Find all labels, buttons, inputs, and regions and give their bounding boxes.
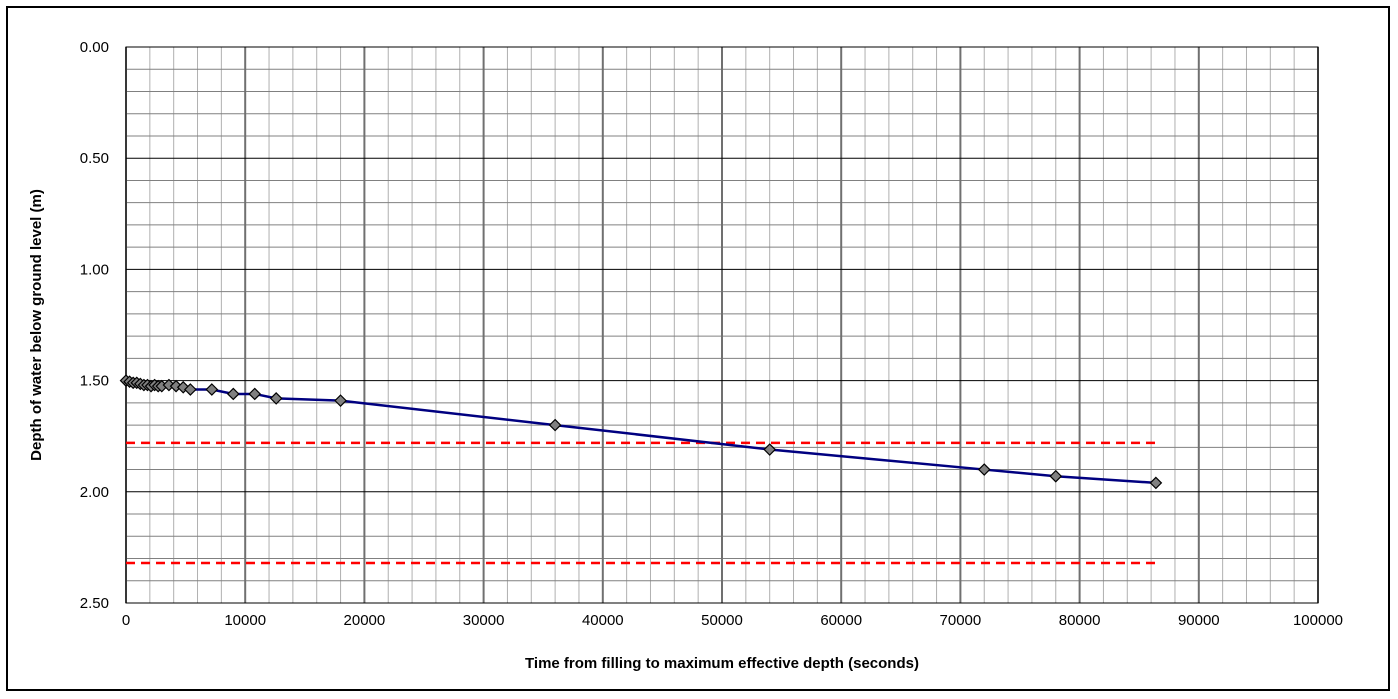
x-tick-label: 40000: [582, 612, 624, 629]
reference-lines: [126, 441, 1156, 565]
data-point: [184, 383, 197, 396]
x-tick-label: 0: [122, 612, 130, 629]
x-tick-label: 80000: [1059, 612, 1101, 629]
y-tick-label: 1.50: [80, 373, 109, 390]
x-tick-labels: 0 10000 20000 30000 40000 50000 60000 70000 8000…: [122, 612, 1343, 629]
data-point: [977, 463, 991, 476]
data-point: [334, 394, 347, 407]
y-tick-label: 2.00: [80, 484, 109, 501]
x-tick-label: 30000: [463, 612, 505, 629]
x-tick-label: 60000: [820, 612, 862, 629]
y-tick-label: 0.50: [80, 150, 109, 167]
x-tick-label: 50000: [701, 612, 743, 629]
major-gridlines: [125, 46, 1319, 604]
data-point: [205, 383, 219, 396]
data-point: [269, 392, 283, 405]
data-point: [226, 387, 240, 401]
data-point: [763, 443, 777, 456]
y-axis-title: Depth of water below ground level (m): [28, 189, 45, 461]
data-point: [1049, 469, 1063, 483]
series-line: [125, 379, 1156, 485]
series-points: [119, 374, 1163, 490]
x-tick-label: 70000: [940, 612, 982, 629]
y-tick-label: 0.00: [80, 39, 109, 56]
x-tick-label: 20000: [344, 612, 386, 629]
y-tick-label: 1.00: [80, 261, 109, 278]
y-tick-label: 2.50: [80, 595, 109, 612]
series-polyline: [125, 379, 1156, 485]
x-tick-label: 90000: [1178, 612, 1220, 629]
x-tick-label: 100000: [1293, 612, 1343, 629]
data-point: [248, 387, 262, 401]
data-point: [548, 418, 562, 432]
chart-frame: [6, 6, 1390, 691]
x-axis-title: Time from filling to maximum effective d…: [525, 655, 919, 672]
plot-area-border: [125, 46, 1319, 604]
data-point: [1149, 476, 1163, 490]
x-tick-label: 10000: [224, 612, 266, 629]
y-tick-labels: 0.00 0.50 1.00 1.50 2.00 2.50: [80, 39, 109, 612]
